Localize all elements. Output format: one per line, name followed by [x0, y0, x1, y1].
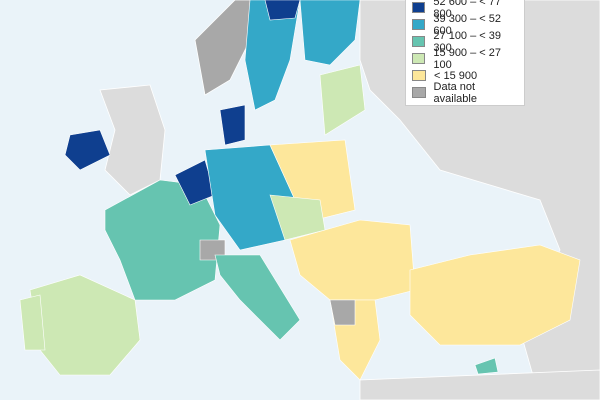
legend-swatch — [412, 53, 426, 64]
legend-label: 27 100 – < 39 300 — [433, 29, 501, 54]
legend-swatch — [412, 19, 426, 30]
legend-item: 52 600 – < 77 800 — [412, 0, 518, 20]
legend-swatch — [412, 36, 426, 47]
legend-item: 27 100 – < 39 300 — [412, 30, 518, 54]
legend-label: 15 900 – < 27 100 — [433, 46, 501, 71]
legend-label: < 15 900 — [434, 69, 478, 82]
legend-item: 15 900 – < 27 100 — [412, 47, 518, 71]
regions — [19, 0, 581, 381]
legend-label: 52 600 – < 77 800 — [433, 0, 501, 20]
legend-item: < 15 900 — [412, 67, 518, 84]
legend-swatch — [412, 87, 426, 98]
legend-label: Data not available — [433, 80, 477, 105]
legend-swatch — [412, 2, 426, 13]
legend: 52 600 – < 77 800 39 300 – < 52 600 27 100… — [405, 0, 525, 106]
legend-item: Data not available — [412, 81, 518, 105]
legend-swatch — [412, 70, 426, 81]
legend-item: 39 300 – < 52 600 — [412, 13, 518, 37]
legend-label: 39 300 – < 52 600 — [433, 12, 501, 37]
